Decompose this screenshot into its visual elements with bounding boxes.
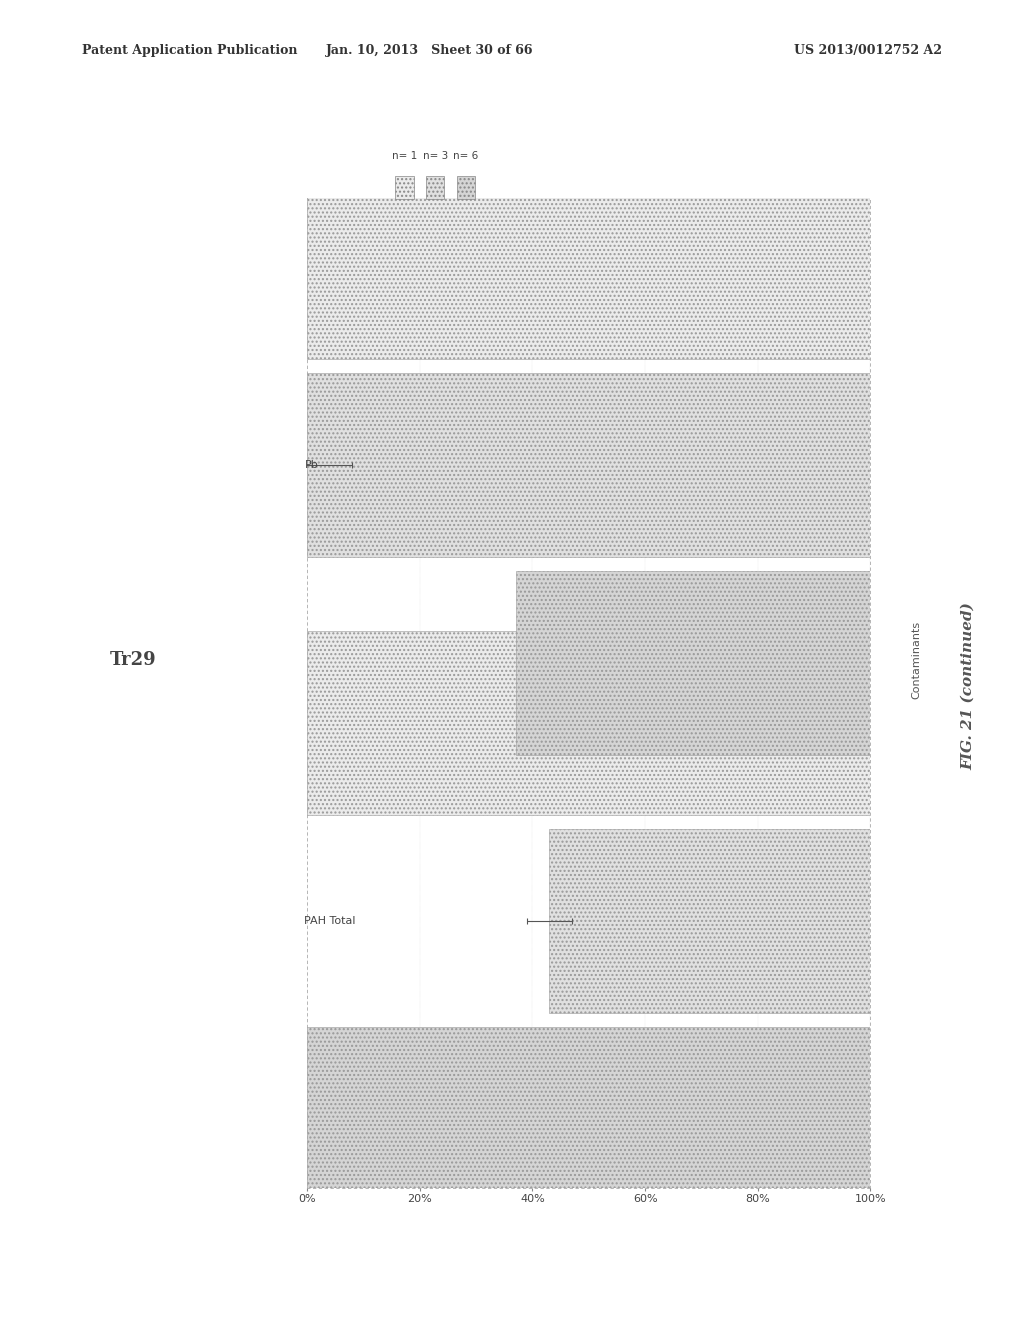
Text: PAH Total: PAH Total — [304, 916, 356, 925]
Bar — [516, 572, 870, 755]
Text: Patent Application Publication: Patent Application Publication — [82, 44, 297, 57]
Bar — [550, 829, 870, 1012]
Text: Pb: Pb — [304, 461, 318, 470]
Bar — [307, 374, 870, 557]
Text: Tr29: Tr29 — [110, 651, 157, 669]
Text: n= 6: n= 6 — [454, 150, 478, 161]
Text: FIG. 21 (continued): FIG. 21 (continued) — [961, 602, 975, 771]
Bar — [307, 1027, 870, 1210]
Text: US 2013/0012752 A2: US 2013/0012752 A2 — [794, 44, 942, 57]
Bar — [307, 631, 870, 814]
Text: n= 3: n= 3 — [423, 150, 447, 161]
Bar — [307, 176, 870, 359]
Text: Jan. 10, 2013   Sheet 30 of 66: Jan. 10, 2013 Sheet 30 of 66 — [327, 44, 534, 57]
Text: Contaminants: Contaminants — [911, 620, 922, 700]
Text: n= 1: n= 1 — [392, 150, 417, 161]
